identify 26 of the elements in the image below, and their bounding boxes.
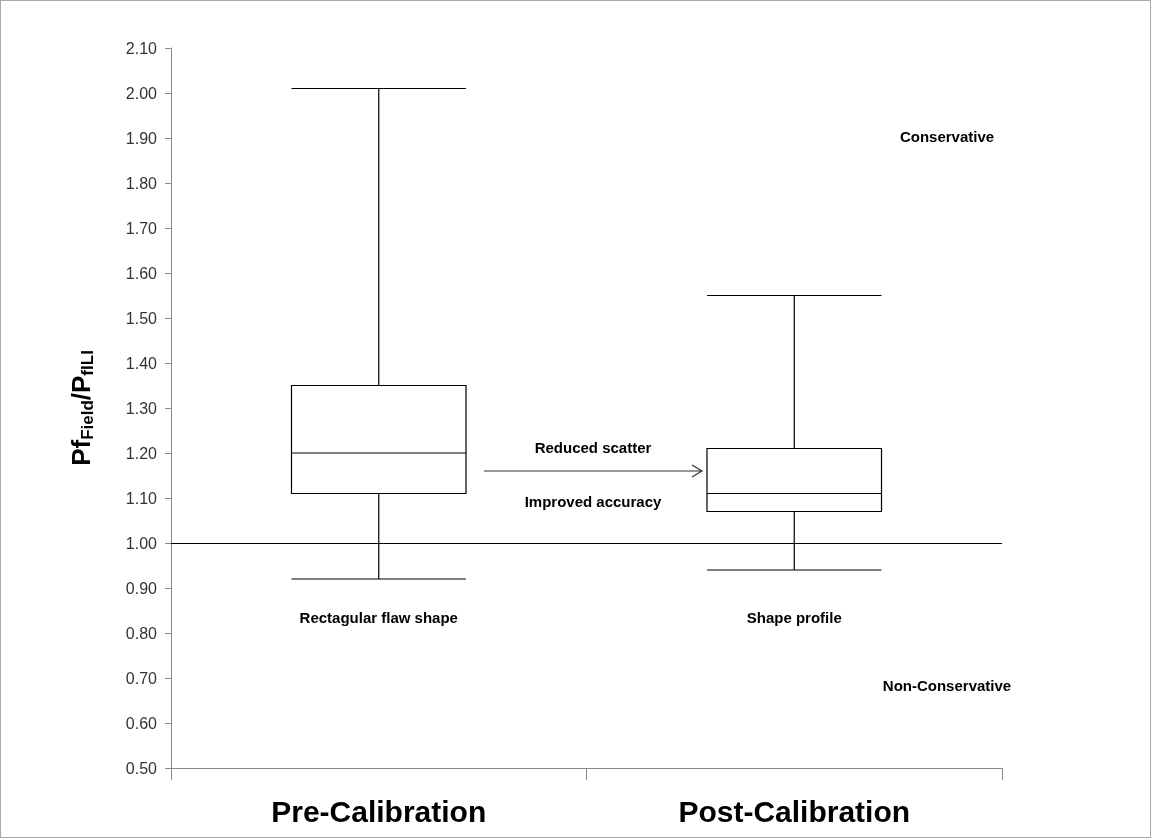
y-tick-label: 1.90 (125, 129, 158, 147)
y-tick-label: 1.40 (125, 354, 158, 372)
annotation: Conservative (899, 127, 995, 145)
x-tick-label: Pre-Calibration (271, 794, 487, 828)
y-tick-label: 2.10 (125, 39, 158, 57)
y-tick-label: 2.00 (125, 84, 158, 102)
y-tick-label: 1.10 (125, 489, 158, 507)
y-tick-label: 1.20 (125, 444, 158, 462)
annotation: Reduced scatter (534, 438, 652, 456)
y-tick-label: 1.60 (125, 264, 158, 282)
y-tick-label: 1.80 (125, 174, 158, 192)
x-tick-label: Post-Calibration (678, 794, 911, 828)
annotation: Rectagular flaw shape (299, 609, 458, 627)
y-tick-label: 0.50 (125, 759, 158, 777)
annotation: Shape profile (746, 609, 842, 627)
y-tick-label: 1.30 (125, 399, 158, 417)
y-tick-label: 0.80 (125, 624, 158, 642)
y-axis-title: PfField/PfILI (65, 350, 97, 466)
y-tick-label: 1.00 (125, 534, 158, 552)
y-tick-label: 0.60 (125, 714, 158, 732)
y-tick-label: 0.90 (125, 579, 158, 597)
y-tick-label: 1.70 (125, 219, 158, 237)
y-tick-label: 1.50 (125, 309, 158, 327)
annotation: Non-Conservative (882, 676, 1012, 694)
annotation: Improved accuracy (524, 492, 663, 510)
y-tick-label: 0.70 (125, 669, 158, 687)
